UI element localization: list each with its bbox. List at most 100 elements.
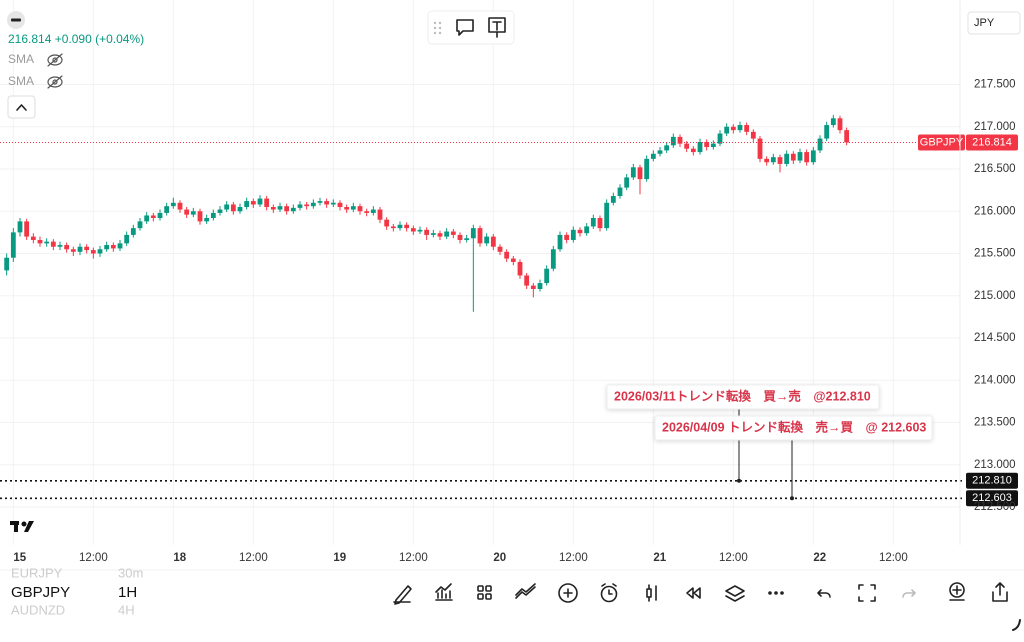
compare-icon[interactable] <box>515 583 536 599</box>
candle-body <box>824 125 830 139</box>
candle-body <box>750 131 756 139</box>
candle-body <box>477 228 483 244</box>
more-icon[interactable] <box>768 591 784 595</box>
resize-handle <box>1012 619 1021 631</box>
candle-body <box>797 152 803 161</box>
candle-body <box>704 141 710 148</box>
candle-body <box>30 236 36 240</box>
x-tick-label: 12:00 <box>239 552 268 564</box>
candle-body <box>437 233 443 237</box>
x-tick-label: 21 <box>653 552 666 564</box>
candle-body <box>664 145 670 151</box>
candle-body <box>550 249 556 269</box>
undo-icon[interactable] <box>817 589 831 598</box>
candle-body <box>84 246 90 251</box>
candle-body <box>164 206 170 213</box>
candle-body <box>97 249 103 254</box>
candle-body <box>610 196 616 203</box>
chart-type-icon[interactable] <box>646 584 657 602</box>
candle-body <box>657 150 663 154</box>
candle-body <box>630 167 636 178</box>
candle-body <box>537 283 543 289</box>
candle-body <box>690 148 696 153</box>
draw-icon[interactable] <box>393 585 412 605</box>
candle-body <box>844 130 850 143</box>
candle-body <box>170 202 176 207</box>
candle-body <box>544 268 550 284</box>
candle-body <box>124 234 130 244</box>
candle-body <box>130 228 136 235</box>
x-tick-label: 22 <box>813 552 826 564</box>
candle-body <box>730 126 736 131</box>
chevron-icon <box>16 104 27 111</box>
text-icon[interactable] <box>488 17 506 38</box>
candle-body <box>737 125 743 131</box>
candle-body <box>377 209 383 220</box>
y-tick-label: 215.000 <box>974 290 1016 302</box>
watchlist-interval[interactable]: 30m <box>118 565 143 580</box>
current-symbol[interactable]: GBPJPY <box>11 584 70 601</box>
candle-body <box>517 261 523 276</box>
layers-icon[interactable] <box>725 585 745 602</box>
overlay: GBPJPY 216.814 212.810 212.603 2026/03/11トレン… <box>0 134 1018 507</box>
x-tick-label: 12:00 <box>719 552 748 564</box>
candle-body <box>584 226 590 234</box>
candle-body <box>104 245 110 250</box>
layout-icon[interactable] <box>477 585 492 600</box>
candle-body <box>604 202 610 229</box>
candle-body <box>250 201 256 205</box>
candle-body <box>677 136 683 144</box>
currency: JPY <box>974 17 995 29</box>
candles <box>4 114 850 312</box>
candle-body <box>410 228 416 232</box>
candle-body <box>210 212 216 218</box>
candle-body <box>557 234 563 250</box>
watchlist-symbol[interactable]: AUDNZD <box>11 602 65 617</box>
candle-body <box>157 212 163 218</box>
watchlist-symbol[interactable]: EURJPY <box>11 565 63 580</box>
y-tick-label: 217.500 <box>974 79 1016 91</box>
candle-body <box>297 204 303 208</box>
candle-body <box>77 246 83 252</box>
minus-icon <box>11 18 21 22</box>
y-tick-label: 216.500 <box>974 163 1016 175</box>
candle-body <box>404 224 410 229</box>
redo-icon[interactable] <box>902 589 916 598</box>
candle-body <box>204 218 210 222</box>
candle-body <box>717 133 723 144</box>
comment-icon[interactable] <box>456 19 474 36</box>
fullscreen-icon[interactable] <box>858 584 876 602</box>
share-icon[interactable] <box>992 582 1008 602</box>
y-tick-label: 213.000 <box>974 459 1016 471</box>
y-tick-label: 214.000 <box>974 374 1016 386</box>
trade-icon[interactable] <box>949 582 965 601</box>
candle-body <box>444 231 450 237</box>
hidden-eye-icon[interactable] <box>47 75 63 89</box>
hidden-eye-icon[interactable] <box>47 53 63 67</box>
current-interval[interactable]: 1H <box>118 584 137 601</box>
candle-body <box>277 206 283 210</box>
expand-button[interactable] <box>7 95 36 119</box>
alert-icon[interactable] <box>600 583 618 603</box>
currency-button[interactable] <box>967 11 1021 35</box>
candle-body <box>464 238 470 240</box>
candle-body <box>590 218 596 227</box>
candle-body <box>50 241 56 247</box>
candle-body <box>810 150 816 163</box>
indicators-icon[interactable] <box>435 583 453 601</box>
candle-body <box>190 211 196 215</box>
candle-body <box>364 211 370 213</box>
add-icon[interactable] <box>558 583 578 603</box>
floating-toolbar <box>427 10 515 45</box>
watchlist-interval[interactable]: 4H <box>118 602 135 617</box>
candle-body <box>230 204 236 212</box>
replay-icon[interactable] <box>686 587 701 599</box>
annotation-anchor <box>790 496 794 501</box>
candle-body <box>777 157 783 164</box>
candle-body <box>324 201 330 205</box>
candle-body <box>284 206 290 212</box>
candle-body <box>450 231 456 235</box>
candle-body <box>44 241 50 244</box>
x-tick-label: 12:00 <box>559 552 588 564</box>
